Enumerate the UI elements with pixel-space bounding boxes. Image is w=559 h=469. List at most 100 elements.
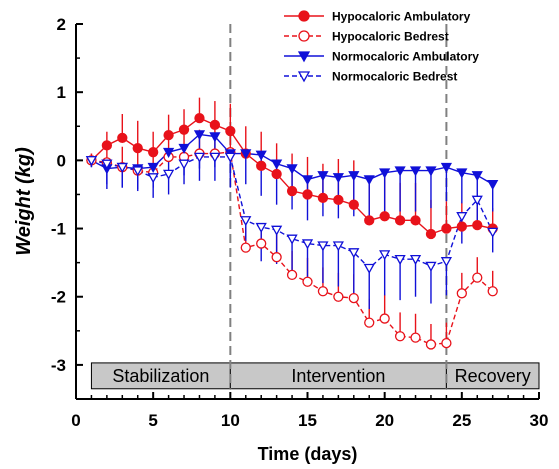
axes: 0 5 10 15 20 25 30 -3 -2 -1 0 1 2 <box>51 15 549 430</box>
normocaloric-ambulatory-point <box>425 166 437 177</box>
x-tick-label: 20 <box>375 411 394 430</box>
normocaloric-ambulatory-point <box>209 132 221 143</box>
hypocaloric-ambulatory-point <box>379 211 390 222</box>
normocaloric-bedrest-point <box>224 152 236 163</box>
x-tick-label: 0 <box>71 411 80 430</box>
normocaloric-bedrest-point <box>471 195 483 206</box>
normocaloric-bedrest-point <box>286 234 298 245</box>
hypocaloric-bedrest-point <box>472 272 483 283</box>
hypocaloric-ambulatory-point <box>410 215 421 226</box>
hypocaloric-ambulatory-point <box>348 199 359 210</box>
normocaloric-bedrest-point <box>487 227 499 238</box>
hypocaloric-bedrest-point <box>271 252 282 263</box>
normocaloric-ambulatory-legend-label: Normocaloric Ambulatory <box>332 50 479 64</box>
hypocaloric-ambulatory-point <box>225 125 236 137</box>
hypocaloric-bedrest-point <box>410 332 421 343</box>
normocaloric-ambulatory-point <box>271 159 283 170</box>
hypocaloric-bedrest-point <box>317 286 329 297</box>
normocaloric-ambulatory-point <box>193 130 206 141</box>
normocaloric-bedrest-point <box>147 173 159 184</box>
normocaloric-bedrest-point <box>85 156 98 167</box>
phase-band-2 <box>445 362 540 390</box>
normocaloric-ambulatory-legend-marker <box>297 51 311 63</box>
hypocaloric-bedrest-point <box>487 286 498 297</box>
normocaloric-ambulatory-point <box>255 150 267 161</box>
hypocaloric-ambulatory-point <box>425 228 437 240</box>
normocaloric-ambulatory-point <box>394 166 406 177</box>
normocaloric-bedrest-point <box>394 254 406 266</box>
hypocaloric-ambulatory-point <box>317 192 329 204</box>
normocaloric-bedrest-legend-label: Normocaloric Bedrest <box>332 70 457 84</box>
normocaloric-bedrest-point <box>348 248 360 259</box>
hypocaloric-ambulatory-point <box>394 215 406 226</box>
y-tick-label: -1 <box>51 220 66 239</box>
normocaloric-ambulatory-point <box>440 162 453 174</box>
hypocaloric-ambulatory-point <box>132 142 143 154</box>
normocaloric-bedrest-point <box>101 159 113 170</box>
hypocaloric-bedrest-point <box>394 331 406 342</box>
normocaloric-ambulatory-point <box>456 168 468 179</box>
normocaloric-ambulatory-point <box>240 149 252 160</box>
hypocaloric-bedrest-point <box>425 339 437 350</box>
hypocaloric-ambulatory-point <box>286 185 298 197</box>
x-axis-title: Time (days) <box>258 444 358 464</box>
phase-label-1: Intervention <box>291 366 385 386</box>
normocaloric-bedrest-point <box>255 222 267 234</box>
series-markers <box>85 112 499 350</box>
normocaloric-ambulatory-point <box>471 171 483 182</box>
normocaloric-bedrest-point <box>116 162 128 174</box>
normocaloric-bedrest-point <box>332 241 344 252</box>
phase-label-0: Stabilization <box>112 366 209 386</box>
hypocaloric-ambulatory-point <box>163 129 174 141</box>
normocaloric-bedrest-point <box>162 169 175 180</box>
y-tick-label: -2 <box>51 288 66 307</box>
x-tick-label: 15 <box>298 411 317 430</box>
normocaloric-bedrest-point <box>240 216 252 227</box>
normocaloric-ambulatory-point <box>147 162 159 174</box>
x-tick-label: 5 <box>148 411 157 430</box>
hypocaloric-bedrest-point <box>456 288 467 299</box>
hypocaloric-ambulatory-point <box>472 219 483 231</box>
hypocaloric-bedrest-point <box>286 269 298 281</box>
normocaloric-bedrest-point <box>317 241 329 252</box>
hypocaloric-ambulatory-legend-label: Hypocaloric Ambulatory <box>332 10 471 24</box>
x-tick-label: 30 <box>530 411 549 430</box>
normocaloric-ambulatory-point <box>317 171 329 182</box>
normocaloric-bedrest-point <box>379 250 391 261</box>
normocaloric-ambulatory-point <box>286 164 298 175</box>
normocaloric-ambulatory-point <box>162 147 175 159</box>
hypocaloric-bedrest-point <box>240 242 251 253</box>
hypocaloric-bedrest-point <box>256 238 267 249</box>
normocaloric-bedrest-point <box>440 257 453 268</box>
y-tick-label: -3 <box>51 356 66 375</box>
legend: Hypocaloric Ambulatory Hypocaloric Bedres… <box>284 10 479 84</box>
hypocaloric-ambulatory-point <box>117 132 128 144</box>
normocaloric-bedrest-point <box>456 212 468 223</box>
hypocaloric-bedrest-legend-marker <box>298 30 310 42</box>
normocaloric-ambulatory-point <box>487 179 499 191</box>
normocaloric-bedrest-point <box>132 166 144 177</box>
hypocaloric-bedrest-point <box>333 291 344 302</box>
hypocaloric-ambulatory-point <box>148 147 159 158</box>
hypocaloric-bedrest-point <box>441 337 452 349</box>
normocaloric-ambulatory-point <box>301 175 314 186</box>
y-axis-title: Weight (kg) <box>13 147 35 256</box>
normocaloric-bedrest-point <box>271 225 283 236</box>
normocaloric-bedrest-point <box>425 261 437 272</box>
phase-label-2: Recovery <box>455 366 531 386</box>
hypocaloric-bedrest-point <box>302 276 313 287</box>
hypocaloric-bedrest-legend-label: Hypocaloric Bedrest <box>332 30 449 44</box>
hypocaloric-ambulatory-point <box>364 215 375 226</box>
hypocaloric-ambulatory-point <box>194 112 205 124</box>
hypocaloric-ambulatory-point <box>209 119 221 131</box>
hypocaloric-ambulatory-legend-marker <box>298 10 310 22</box>
y-tick-label: 2 <box>57 15 66 34</box>
normocaloric-ambulatory-point <box>178 143 190 154</box>
hypocaloric-bedrest-point <box>364 317 375 328</box>
normocaloric-ambulatory-point <box>379 168 391 179</box>
normocaloric-bedrest-point <box>409 254 422 266</box>
hypocaloric-bedrest-point <box>379 313 390 324</box>
error-bars <box>90 97 494 345</box>
phase-band-1 <box>229 362 447 390</box>
